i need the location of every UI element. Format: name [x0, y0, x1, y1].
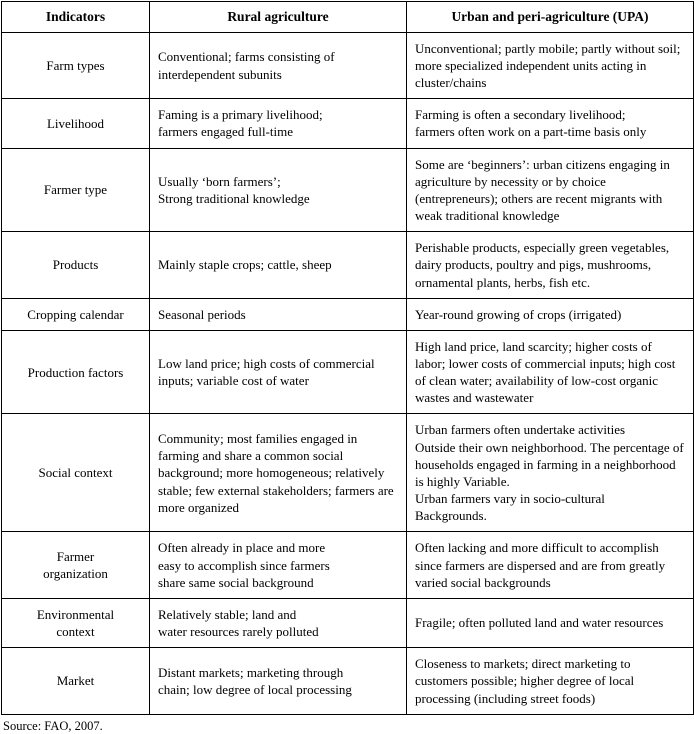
urban-cell: Some are ‘beginners’: urban citizens eng… — [406, 147, 694, 233]
rural-cell: Distant markets; marketing through chain… — [149, 647, 407, 715]
indicator-cell: Market — [1, 647, 150, 715]
rural-cell: Conventional; farms consisting of interd… — [149, 31, 407, 100]
indicator-cell: Social context — [1, 413, 150, 533]
header-urban-peri-agriculture: Urban and peri-agriculture (UPA) — [406, 1, 694, 33]
rural-cell: Mainly staple crops; cattle, sheep — [149, 231, 407, 299]
indicator-cell: Livelihood — [1, 98, 150, 149]
table-row: Environmental context Relatively stable; … — [1, 597, 694, 649]
urban-cell: Perishable products, especially green ve… — [406, 231, 694, 299]
source-note: Source: FAO, 2007. — [3, 718, 103, 733]
urban-cell: Year-round growing of crops (irrigated) — [406, 297, 694, 331]
urban-cell: Often lacking and more difficult to acco… — [406, 531, 694, 599]
rural-cell: Seasonal periods — [149, 297, 407, 331]
table-row: Farm types Conventional; farms consisting… — [1, 31, 694, 100]
indicator-cell: Farmer type — [1, 147, 150, 233]
indicator-cell: Farmer organization — [1, 531, 150, 599]
rural-cell: Often already in place and more easy to … — [149, 531, 407, 599]
comparison-table: Indicators Rural agriculture Urban and p… — [1, 1, 694, 715]
table-row: Cropping calendar Seasonal periods Year-ro… — [1, 297, 694, 331]
rural-cell: Faming is a primary livelihood; farmers … — [149, 98, 407, 149]
table-row: Farmer type Usually ‘born farmers’; Stron… — [1, 147, 694, 233]
indicator-cell: Cropping calendar — [1, 297, 150, 331]
header-rural-agriculture: Rural agriculture — [149, 1, 407, 33]
urban-cell: Unconventional; partly mobile; partly wi… — [406, 31, 694, 100]
urban-cell: Farming is often a secondary livelihood;… — [406, 98, 694, 149]
header-row: Indicators Rural agriculture Urban and p… — [1, 1, 694, 33]
table-row: Farmer organization Often already in plac… — [1, 531, 694, 599]
table-row: Production factors Low land price; high c… — [1, 329, 694, 415]
urban-cell: Urban farmers often undertake activities… — [406, 413, 694, 533]
urban-cell: Closeness to markets; direct marketing t… — [406, 647, 694, 715]
rural-cell: Community; most families engaged in farm… — [149, 413, 407, 533]
table-row: Products Mainly staple crops; cattle, she… — [1, 231, 694, 299]
indicator-cell: Farm types — [1, 31, 150, 100]
header-indicators: Indicators — [1, 1, 150, 33]
rural-cell: Low land price; high costs of commercial… — [149, 329, 407, 415]
table-header: Indicators Rural agriculture Urban and p… — [1, 1, 694, 33]
indicator-cell: Environmental context — [1, 597, 150, 649]
table-body: Farm types Conventional; farms consisting… — [1, 31, 694, 715]
urban-cell: High land price, land scarcity; higher c… — [406, 329, 694, 415]
urban-cell: Fragile; often polluted land and water r… — [406, 597, 694, 649]
rural-cell: Relatively stable; land and water resour… — [149, 597, 407, 649]
table-row: Social context Community; most families e… — [1, 413, 694, 533]
indicator-cell: Products — [1, 231, 150, 299]
indicator-cell: Production factors — [1, 329, 150, 415]
table-row: Market Distant markets; marketing through… — [1, 647, 694, 715]
table-row: Livelihood Faming is a primary livelihood… — [1, 98, 694, 149]
rural-cell: Usually ‘born farmers’; Strong tradition… — [149, 147, 407, 233]
